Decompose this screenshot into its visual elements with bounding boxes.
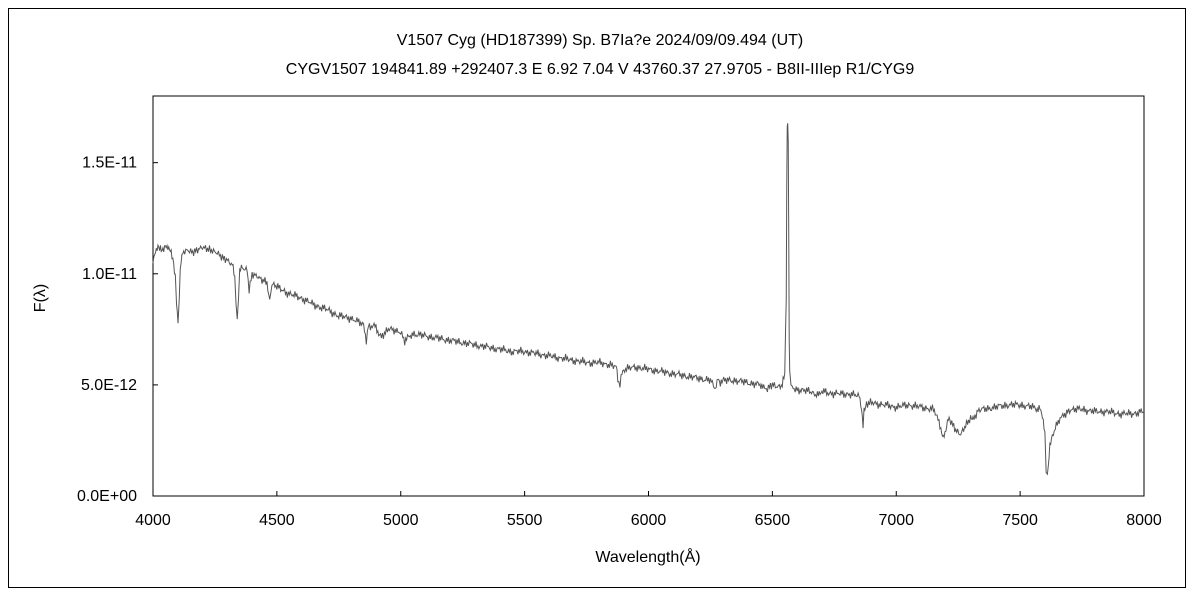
x-tick-label: 7500	[1002, 512, 1038, 529]
y-tick-label: 1.5E-11	[82, 155, 137, 172]
spectrum-line	[152, 123, 1145, 476]
y-axis-label: F(λ)	[32, 284, 49, 312]
x-tick-label: 4500	[259, 512, 295, 529]
y-tick-label: 1.0E-11	[82, 266, 137, 283]
chart-subtitle: CYGV1507 194841.89 +292407.3 E 6.92 7.04…	[286, 61, 915, 78]
y-tick-label: 5.0E-12	[81, 377, 137, 394]
chart-title: V1507 Cyg (HD187399) Sp. B7Ia?e 2024/09/…	[397, 32, 803, 49]
x-tick-label: 6000	[631, 512, 667, 529]
y-axis-ticks: 0.0E+00 5.0E-12 1.0E-11 1.5E-11	[77, 155, 158, 505]
x-tick-label: 5000	[383, 512, 419, 529]
y-tick-label: 0.0E+00	[77, 488, 137, 505]
x-tick-label: 4000	[135, 512, 171, 529]
x-tick-label: 5500	[507, 512, 543, 529]
x-axis-ticks: 4000 4500 5000 5500 6000 6500 7000 7500 8000	[135, 491, 1162, 529]
title-group: V1507 Cyg (HD187399) Sp. B7Ia?e 2024/09/…	[286, 32, 915, 78]
x-axis-label: Wavelength(Å)	[595, 547, 700, 566]
x-tick-label: 8000	[1126, 512, 1162, 529]
x-tick-label: 7000	[878, 512, 914, 529]
plot-area	[152, 95, 1145, 497]
x-tick-label: 6500	[755, 512, 791, 529]
